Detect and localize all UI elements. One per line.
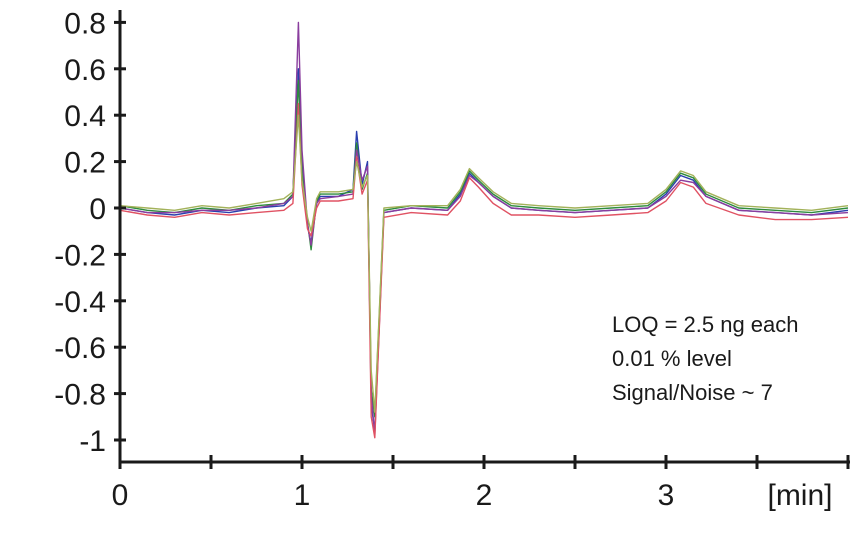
- series-traces: [119, 21, 849, 439]
- y-axis-ticks: 0.8 0.6 0.4 0.2 0 -0.2 -0.4 -0.6 -0.8 -1: [54, 7, 126, 458]
- series-line-2: [119, 79, 849, 418]
- y-tick-label: -0.6: [54, 332, 106, 365]
- series-line-3: [119, 21, 849, 437]
- series-line-1: [119, 68, 849, 432]
- y-tick-label: 0: [89, 193, 106, 226]
- x-tick-label: 3: [658, 479, 675, 512]
- x-tick-label: 1: [294, 479, 311, 512]
- annotation-loq: LOQ = 2.5 ng each: [612, 312, 799, 337]
- y-tick-label: -0.8: [54, 379, 106, 412]
- y-tick-label: 0.6: [64, 54, 106, 87]
- x-tick-label: 0: [112, 479, 129, 512]
- x-axis-label: [min]: [767, 479, 832, 512]
- y-tick-label: 0.2: [64, 147, 106, 180]
- annotation-level: 0.01 % level: [612, 346, 732, 371]
- x-axis-ticks: 0 1 2 3: [112, 455, 850, 512]
- series-line-4: [119, 102, 849, 439]
- annotation-block: LOQ = 2.5 ng each 0.01 % level Signal/No…: [612, 312, 799, 405]
- y-tick-label: 0.4: [64, 100, 106, 133]
- annotation-signal-noise: Signal/Noise ~ 7: [612, 380, 773, 405]
- y-tick-label: -0.2: [54, 239, 106, 272]
- y-tick-label: -0.4: [54, 286, 106, 319]
- series-line-5: [119, 114, 849, 413]
- x-tick-label: 2: [476, 479, 493, 512]
- y-tick-label: -1: [79, 425, 106, 458]
- y-tick-label: 0.8: [64, 7, 106, 40]
